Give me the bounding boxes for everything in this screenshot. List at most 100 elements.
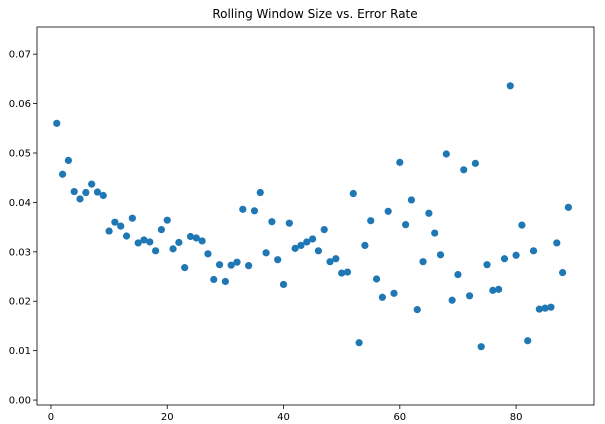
data-point (553, 239, 561, 247)
data-point (332, 255, 340, 263)
data-point (442, 150, 450, 158)
y-tick-label: 0.03 (9, 247, 31, 258)
data-point (70, 187, 78, 196)
data-point (297, 241, 305, 249)
data-point (76, 195, 84, 203)
data-point (210, 275, 218, 284)
data-point (239, 205, 247, 213)
data-point (274, 256, 282, 264)
data-point (471, 159, 479, 167)
data-point (64, 156, 72, 165)
data-point (413, 306, 421, 314)
y-tick-label: 0.00 (9, 396, 31, 407)
plot-area: 0 20 40 60 80 0.000.010.020.030.040.050.060.… (9, 26, 595, 423)
data-point (320, 225, 328, 234)
y-tick-label: 0.05 (9, 149, 31, 160)
data-point (146, 238, 154, 246)
data-point (436, 251, 445, 259)
x-tick-label: 0 (48, 412, 54, 423)
data-point (419, 258, 427, 266)
data-point (407, 196, 416, 204)
y-tick-label: 0.07 (9, 50, 31, 61)
data-point (326, 258, 334, 266)
data-point (128, 214, 136, 222)
data-point (262, 249, 270, 257)
data-point (454, 270, 462, 279)
data-point (152, 247, 160, 255)
data-point (93, 188, 102, 196)
x-axis: 0 20 40 60 80 (48, 405, 523, 423)
data-point (250, 207, 259, 215)
data-point (204, 250, 212, 258)
y-tick-label: 0.01 (9, 346, 31, 357)
x-tick-label: 20 (161, 412, 174, 423)
data-point (88, 180, 96, 188)
data-point (425, 209, 433, 217)
y-axis: 0.00 0.01 0.02 0.03 0.04 0.05 0.06 0.07 (9, 50, 37, 407)
data-point (245, 262, 253, 270)
data-point (390, 289, 398, 297)
data-point (372, 275, 381, 283)
y-tick-label: 0.02 (9, 297, 31, 308)
data-point (198, 237, 206, 245)
data-point (477, 343, 485, 351)
x-tick-label: 40 (277, 412, 290, 423)
y-tick-label: 0.06 (9, 99, 31, 110)
data-point (105, 227, 113, 235)
data-point (227, 261, 235, 269)
data-point (541, 304, 549, 312)
data-point (215, 261, 224, 269)
data-point (192, 234, 200, 242)
data-point (268, 218, 276, 226)
data-point (402, 221, 410, 229)
data-point (303, 238, 311, 246)
data-point (233, 258, 241, 266)
data-point (355, 339, 363, 347)
data-point (285, 219, 293, 227)
data-point (559, 268, 567, 277)
chart-title: Rolling Window Size vs. Error Rate (212, 7, 417, 21)
data-point (308, 235, 317, 243)
data-points (53, 82, 573, 351)
data-point (384, 207, 392, 215)
data-point (134, 239, 142, 247)
data-point (163, 216, 171, 224)
data-point (314, 247, 323, 255)
data-point (529, 247, 538, 255)
data-point (349, 189, 357, 198)
data-point (378, 293, 386, 301)
data-point (256, 188, 264, 197)
data-point (169, 245, 177, 253)
data-point (465, 292, 474, 300)
data-point (500, 255, 509, 263)
data-point (518, 221, 526, 229)
data-point (58, 170, 67, 178)
data-point (279, 280, 288, 289)
data-point (535, 305, 543, 313)
data-point (221, 277, 229, 286)
data-point (489, 286, 497, 294)
data-point (117, 222, 125, 230)
data-point (547, 303, 555, 311)
data-point (99, 191, 107, 200)
data-point (361, 241, 369, 249)
data-point (564, 203, 573, 211)
data-point (82, 188, 90, 197)
x-tick-label: 80 (510, 412, 523, 423)
data-point (431, 229, 439, 237)
x-tick-label: 60 (393, 412, 406, 423)
data-point (506, 82, 514, 90)
data-point (338, 269, 346, 277)
data-point (460, 166, 468, 174)
data-point (122, 232, 131, 240)
data-point (111, 218, 119, 226)
data-point (186, 232, 195, 241)
data-point (512, 251, 520, 259)
data-point (396, 158, 404, 166)
data-point (291, 244, 299, 252)
data-point (483, 261, 491, 269)
data-point (157, 225, 166, 234)
data-point (140, 236, 148, 244)
data-point (343, 268, 352, 276)
